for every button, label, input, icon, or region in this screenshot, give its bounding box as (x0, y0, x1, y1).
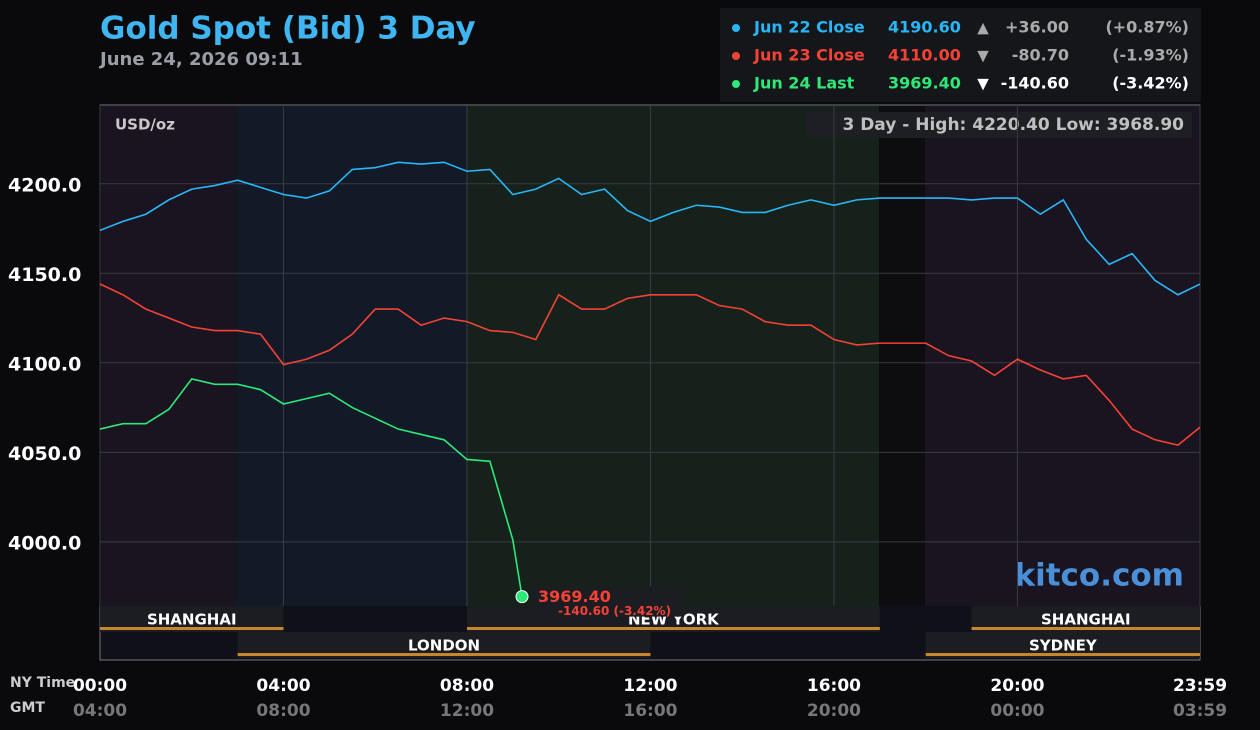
legend-label: Jun 23 Close (753, 46, 865, 65)
x2-tick-label: 08:00 (256, 701, 310, 721)
last-price: 3969.40 (538, 587, 611, 606)
x2-axis-label: GMT (10, 700, 45, 716)
session-label: SHANGHAI (147, 611, 237, 629)
y-tick-label: 4200.0 (8, 174, 81, 196)
session-shade (925, 106, 1199, 606)
y-tick-label: 4150.0 (8, 264, 81, 286)
x2-tick-label: 00:00 (990, 701, 1044, 721)
x2-tick-label: 16:00 (623, 701, 677, 721)
watermark: kitco.com (1015, 558, 1185, 594)
last-point (515, 590, 529, 604)
x2-tick-label: 03:59 (1173, 701, 1227, 721)
legend-change: +36.00 (1005, 18, 1069, 37)
session-label: SYDNEY (1029, 637, 1098, 655)
session-underline (466, 627, 880, 630)
session-shade (237, 106, 466, 606)
session-underline (925, 653, 1200, 656)
session-underline (237, 653, 651, 656)
session-shade (466, 106, 879, 606)
legend-label: Jun 22 Close (753, 18, 865, 37)
session-shade (101, 106, 237, 606)
session-underline (971, 627, 1200, 630)
x-axis-label: NY Time (10, 675, 75, 691)
legend-marker (732, 80, 740, 88)
range-box (806, 112, 1192, 138)
x-tick-label: 16:00 (807, 676, 861, 696)
legend-box (720, 8, 1201, 102)
x2-tick-label: 20:00 (807, 701, 861, 721)
session-label: LONDON (408, 637, 480, 655)
x-tick-label: 23:59 (1173, 676, 1227, 696)
legend-price: 4110.00 (888, 46, 961, 65)
last-label-box (532, 586, 685, 617)
last-change: -140.60 (-3.42%) (558, 604, 671, 618)
series-line (99, 283, 1201, 447)
legend-change: -140.60 (1001, 74, 1069, 93)
y-tick-label: 4050.0 (8, 443, 81, 465)
session-underline (100, 627, 284, 630)
x-tick-label: 12:00 (623, 676, 677, 696)
x2-tick-label: 04:00 (73, 701, 127, 721)
session-shade (879, 106, 925, 606)
legend-price: 4190.60 (888, 18, 961, 37)
series-line (99, 161, 1201, 296)
y-tick-label: 4100.0 (8, 353, 81, 375)
chart-subtitle: June 24, 2026 09:11 (98, 49, 303, 70)
y-axis-label: USD/oz (115, 116, 175, 134)
legend-price: 3969.40 (888, 74, 961, 93)
session-label: SHANGHAI (1041, 611, 1131, 629)
chart-title: Gold Spot (Bid) 3 Day (100, 11, 476, 47)
x-tick-label: 00:00 (73, 676, 127, 696)
legend-marker (732, 52, 740, 60)
legend-pct: (-1.93%) (1112, 46, 1189, 65)
x-tick-label: 08:00 (440, 676, 494, 696)
legend-arrow: ▲ (977, 19, 989, 37)
legend-pct: (+0.87%) (1105, 18, 1189, 37)
x2-tick-label: 12:00 (440, 701, 494, 721)
y-tick-label: 4000.0 (8, 532, 81, 554)
legend-arrow: ▼ (977, 47, 989, 65)
x-tick-label: 04:00 (256, 676, 310, 696)
legend-marker (732, 24, 740, 32)
legend-change: -80.70 (1012, 46, 1069, 65)
legend-pct: (-3.42%) (1112, 74, 1189, 93)
x-tick-label: 20:00 (990, 676, 1044, 696)
range-note: 3 Day - High: 4220.40 Low: 3968.90 (842, 115, 1184, 135)
series-line (99, 378, 523, 597)
legend-label: Jun 24 Last (753, 74, 855, 93)
legend-arrow: ▼ (977, 75, 989, 93)
